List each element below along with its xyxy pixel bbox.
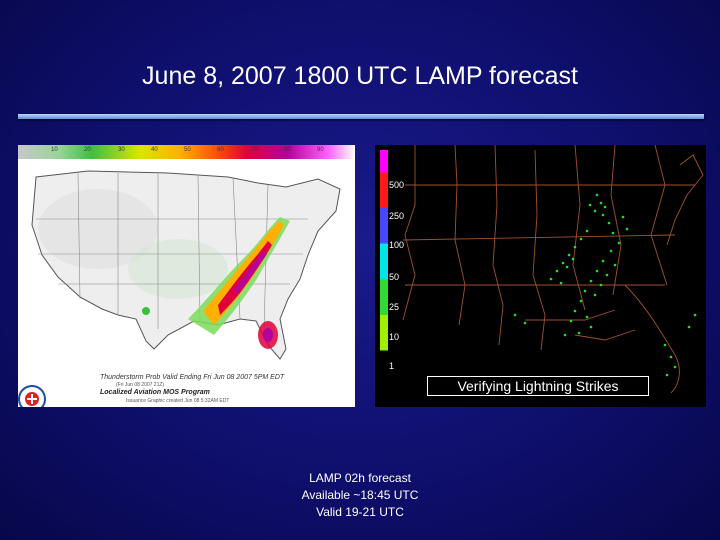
scale-label: 100 xyxy=(389,240,405,250)
strike-count-scale xyxy=(380,150,388,373)
colorbar-tick: 10 xyxy=(51,147,58,153)
probability-colorbar xyxy=(18,145,355,159)
scale-label: 250 xyxy=(389,211,405,221)
scale-label: 25 xyxy=(389,302,400,312)
scale-label: 50 xyxy=(389,272,400,282)
lightning-map-panel: 500 250 100 50 25 10 1 Verifying Lightni… xyxy=(375,145,706,407)
colorbar-tick: 70 xyxy=(251,147,258,153)
caption-valid-time: Thunderstorm Prob Valid Ending Fri Jun 0… xyxy=(100,374,285,381)
note-line-available: Available ~18:45 UTC xyxy=(301,488,419,502)
colorbar-tick: 40 xyxy=(151,147,158,153)
caption-issuance: Issuance Graphic created Jun 08 5:32AM E… xyxy=(126,398,230,404)
title-divider xyxy=(18,114,704,119)
colorbar-tick: 50 xyxy=(184,147,191,153)
colorbar-ticks: 10 20 30 40 50 60 70 80 90 xyxy=(18,147,355,157)
lightning-strikes xyxy=(513,193,697,377)
nws-logo-icon xyxy=(18,385,46,407)
colorbar-tick: 20 xyxy=(84,147,91,153)
note-line-valid: Valid 19-21 UTC xyxy=(316,505,404,519)
lightning-map xyxy=(402,145,704,394)
scale-label: 1 xyxy=(389,361,395,371)
colorbar-tick: 90 xyxy=(317,147,324,153)
scale-label: 500 xyxy=(389,180,405,190)
state-boundaries xyxy=(402,145,704,394)
colorbar-tick: 30 xyxy=(118,147,125,153)
scale-label: 10 xyxy=(389,332,400,342)
storm-band-peak xyxy=(233,251,267,293)
colorbar-tick: 80 xyxy=(284,147,291,153)
lightning-map-label: Verifying Lightning Strikes xyxy=(427,376,649,396)
caption-program: Localized Aviation MOS Program xyxy=(100,389,210,396)
caption-valid-utc: (Fri Jun 08 2007 21Z) xyxy=(116,382,165,388)
forecast-map-panel: 10 20 30 40 50 60 70 80 90 xyxy=(18,145,355,407)
forecast-map-caption: Thunderstorm Prob Valid Ending Fri Jun 0… xyxy=(18,371,355,407)
colorbar-tick: 60 xyxy=(217,147,224,153)
note-line-forecast: LAMP 02h forecast xyxy=(309,471,411,485)
forecast-notes: LAMP 02h forecast Available ~18:45 UTC V… xyxy=(260,470,460,521)
us-forecast-map xyxy=(31,170,341,360)
slide-title: June 8, 2007 1800 UTC LAMP forecast xyxy=(142,62,578,90)
